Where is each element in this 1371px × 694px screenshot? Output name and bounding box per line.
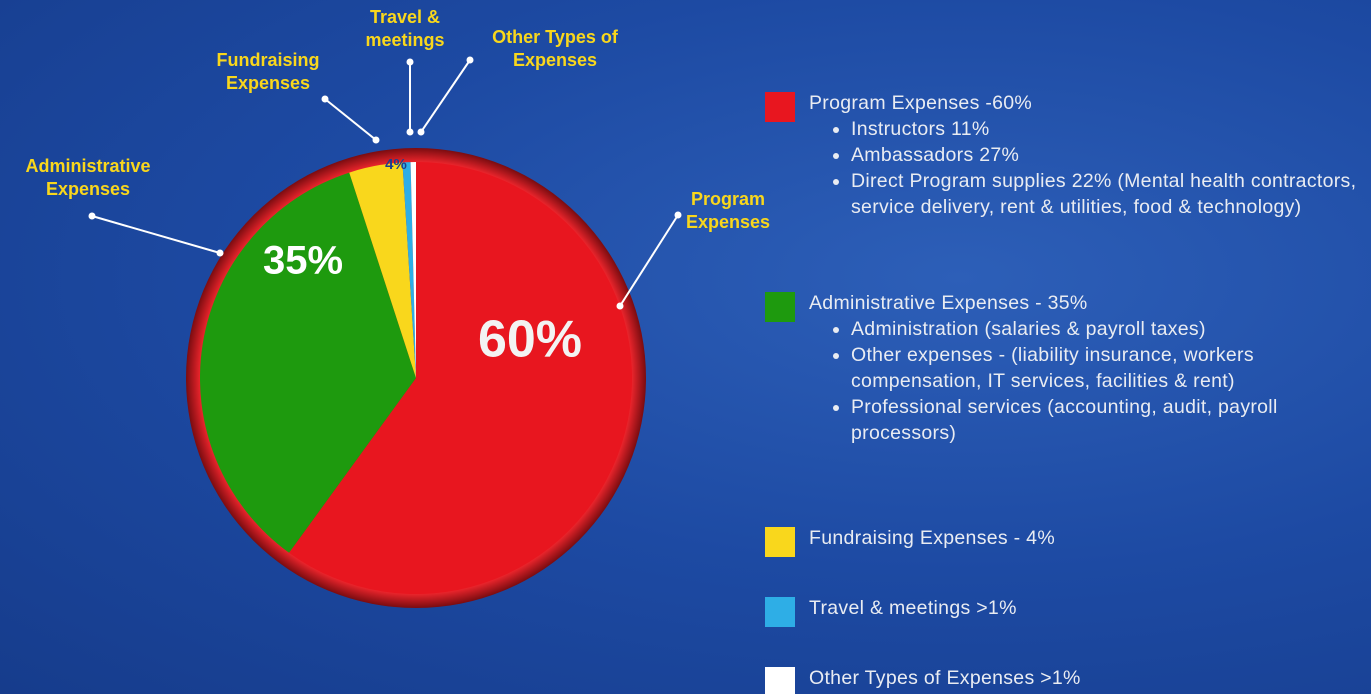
callout-dot [616, 302, 624, 310]
legend-entry: Travel & meetings >1% [765, 595, 1365, 627]
category-label: Program Expenses [686, 189, 770, 232]
callout-dot [406, 128, 414, 136]
legend-text: Travel & meetings >1% [809, 597, 1017, 619]
legend-bullet: Ambassadors 27% [851, 142, 1365, 168]
legend-entry: Program Expenses -60%Instructors 11%Amba… [765, 90, 1365, 220]
value-label: 60% [478, 311, 582, 369]
legend-swatch [765, 527, 795, 557]
pie-slice [349, 162, 416, 378]
legend-entry: Administrative Expenses - 35%Administrat… [765, 290, 1365, 446]
legend-text: Fundraising Expenses - 4% [809, 527, 1055, 549]
pie-slice [410, 162, 416, 378]
category-label: Travel & meetings [365, 7, 444, 50]
callout-dot [466, 56, 474, 64]
legend-bullets: Administration (salaries & payroll taxes… [809, 316, 1365, 446]
category-label: Fundraising Expenses [217, 50, 320, 93]
callout-dot [321, 95, 329, 103]
callout-dot [88, 212, 96, 220]
legend-bullet: Other expenses - (liability insurance, w… [851, 342, 1365, 394]
callout-line [420, 59, 471, 133]
legend-bullet: Instructors 11% [851, 116, 1365, 142]
callout-dot [406, 58, 414, 66]
callout-line [324, 98, 377, 141]
callout-line [91, 215, 221, 254]
legend-entry: Fundraising Expenses - 4% [765, 525, 1365, 557]
legend-text: Program Expenses -60% [809, 92, 1033, 114]
pie-slice [200, 172, 416, 553]
callout-dot [372, 136, 380, 144]
legend-bullet: Direct Program supplies 22% (Mental heal… [851, 168, 1365, 220]
value-label: 4% [385, 156, 407, 173]
callout-dot [417, 128, 425, 136]
legend-text: Other Types of Expenses >1% [809, 667, 1081, 689]
value-label: 35% [263, 239, 343, 283]
callout-dot [216, 249, 224, 257]
category-label: Other Types of Expenses [492, 27, 619, 70]
legend-swatch [765, 292, 795, 322]
legend-bullets: Instructors 11%Ambassadors 27%Direct Pro… [809, 116, 1365, 220]
legend-entry: Other Types of Expenses >1% [765, 665, 1365, 694]
pie-slice [402, 162, 416, 378]
category-label: Administrative Expenses [25, 156, 150, 199]
legend-swatch [765, 92, 795, 122]
legend-bullet: Professional services (accounting, audit… [851, 394, 1365, 446]
legend-text: Administrative Expenses - 35% [809, 292, 1088, 314]
pie-slice [289, 162, 633, 595]
callout-line [619, 214, 679, 307]
callout-dot [674, 211, 682, 219]
legend-bullet: Administration (salaries & payroll taxes… [851, 316, 1365, 342]
legend-swatch [765, 597, 795, 627]
legend-swatch [765, 667, 795, 694]
